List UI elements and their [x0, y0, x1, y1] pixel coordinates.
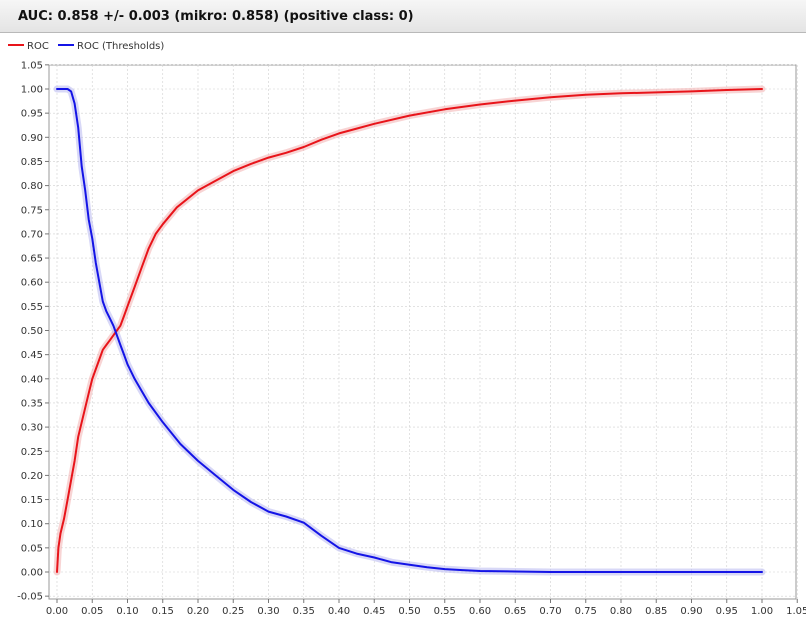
y-tick-label: 0.55: [21, 302, 43, 313]
y-tick-label: 0.15: [21, 495, 43, 506]
y-tick-label: 0.70: [21, 229, 43, 240]
auc-summary-title: AUC: 0.858 +/- 0.003 (mikro: 0.858) (pos…: [18, 9, 414, 24]
x-tick-label: 1.05: [786, 606, 806, 617]
x-tick-label: 0.65: [504, 606, 526, 617]
y-tick-label: 0.40: [21, 374, 43, 385]
y-tick-label: 0.45: [21, 350, 43, 361]
x-tick-label: 0.40: [328, 606, 350, 617]
y-tick-label: 0.85: [21, 157, 43, 168]
x-tick-label: 0.05: [81, 606, 103, 617]
series-line-thresholds: [56, 88, 763, 573]
y-tick-label: 0.20: [21, 471, 43, 482]
series-line-roc: [56, 88, 763, 573]
y-tick-label: 1.05: [21, 60, 43, 71]
y-tick-label: 0.90: [21, 133, 43, 144]
x-tick-label: 0.20: [187, 606, 209, 617]
x-tick-label: 0.75: [575, 606, 597, 617]
series-lines: [56, 88, 763, 573]
y-tick-label: 0.95: [21, 109, 43, 120]
x-tick-label: 0.15: [152, 606, 174, 617]
x-tick-label: 0.85: [645, 606, 667, 617]
y-tick-label: 0.80: [21, 181, 43, 192]
chart-grid: [49, 64, 798, 599]
x-tick-label: 0.50: [398, 606, 420, 617]
y-tick-label: 0.65: [21, 254, 43, 265]
y-tick-label: 0.25: [21, 447, 43, 458]
x-tick-label: 0.00: [46, 606, 68, 617]
x-tick-label: 0.25: [222, 606, 244, 617]
x-tick-label: 0.90: [680, 606, 702, 617]
legend-label-thresholds: ROC (Thresholds): [77, 41, 164, 52]
x-tick-label: 0.45: [363, 606, 385, 617]
y-tick-label: -0.05: [17, 592, 43, 603]
x-tick-label: 0.80: [610, 606, 632, 617]
y-tick-label: 0.35: [21, 398, 43, 409]
y-tick-label: 0.60: [21, 278, 43, 289]
x-tick-label: 1.00: [751, 606, 773, 617]
chart-legend: ROC ROC (Thresholds): [8, 41, 164, 52]
y-tick-label: 0.00: [21, 568, 43, 579]
legend-label-roc: ROC: [27, 41, 49, 52]
x-tick-label: 0.70: [539, 606, 561, 617]
y-tick-label: 1.00: [21, 85, 43, 96]
x-tick-label: 0.55: [434, 606, 456, 617]
x-tick-label: 0.95: [716, 606, 738, 617]
x-tick-label: 0.60: [469, 606, 491, 617]
y-tick-label: 0.75: [21, 205, 43, 216]
y-tick-label: 0.05: [21, 543, 43, 554]
x-tick-label: 0.30: [257, 606, 279, 617]
y-tick-label: 0.10: [21, 519, 43, 530]
roc-chart: 0.00 0.05 0.10 0.15 0.20 0.25 0.30 0.35 0.40 0.45…: [8, 41, 806, 617]
plot-background: [48, 64, 797, 600]
x-tick-label: 0.35: [293, 606, 315, 617]
y-tick-label: 0.50: [21, 326, 43, 337]
x-tick-label: 0.10: [116, 606, 138, 617]
chart-header-bar: AUC: 0.858 +/- 0.003 (mikro: 0.858) (pos…: [0, 0, 806, 33]
y-tick-label: 0.30: [21, 423, 43, 434]
chart-axes: 0.00 0.05 0.10 0.15 0.20 0.25 0.30 0.35 0.40 0.45…: [17, 60, 806, 617]
plot-area: [48, 64, 797, 600]
